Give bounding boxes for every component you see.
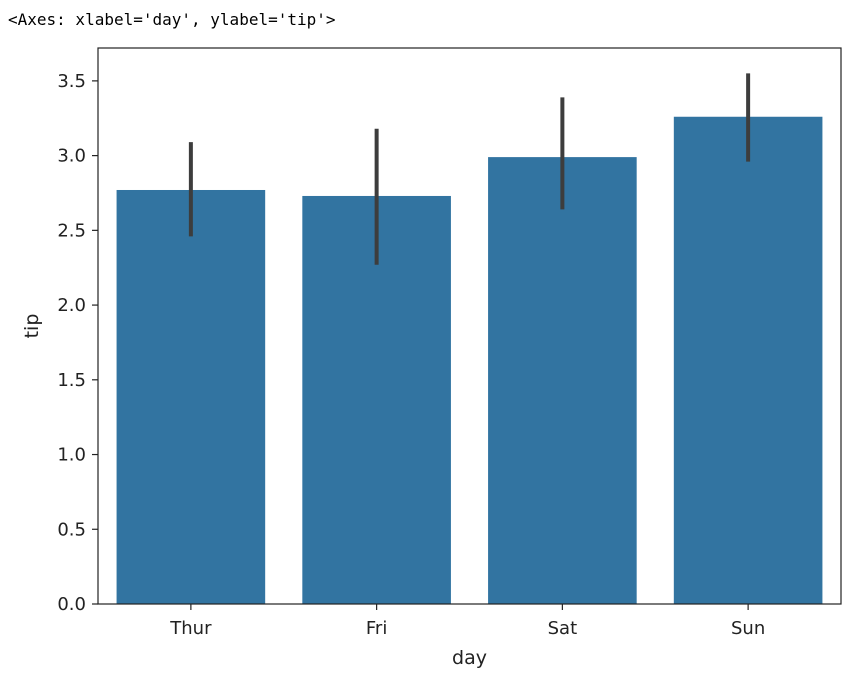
x-axis-ticks: Thur Fri Sat Sun (169, 604, 765, 639)
y-tick-label: 1.0 (57, 445, 86, 466)
x-tick-label: Thur (169, 618, 212, 639)
y-axis-label: tip (21, 314, 43, 339)
y-tick-label: 3.0 (57, 146, 86, 167)
x-axis-label: day (452, 647, 487, 669)
bar-sat (488, 157, 637, 604)
x-tick-label: Sun (731, 618, 765, 639)
x-tick-label: Fri (366, 618, 387, 639)
y-tick-label: 3.5 (57, 71, 86, 92)
y-tick-label: 2.5 (57, 220, 86, 241)
bar-sun (673, 116, 823, 604)
bars-layer (116, 116, 823, 604)
y-tick-label: 0.5 (57, 519, 86, 540)
y-axis-ticks: 0.0 0.5 1.0 1.5 2.0 2.5 3.0 3.5 (57, 71, 98, 615)
x-tick-label: Sat (548, 618, 578, 639)
bar-thur (116, 189, 266, 604)
y-tick-label: 0.0 (57, 594, 86, 615)
y-tick-label: 2.0 (57, 295, 86, 316)
axes-frame (97, 47, 842, 605)
y-tick-label: 1.5 (57, 370, 86, 391)
cell-output-text: <Axes: xlabel='day', ylabel='tip'> (8, 10, 336, 29)
error-bars-layer (188, 73, 751, 265)
